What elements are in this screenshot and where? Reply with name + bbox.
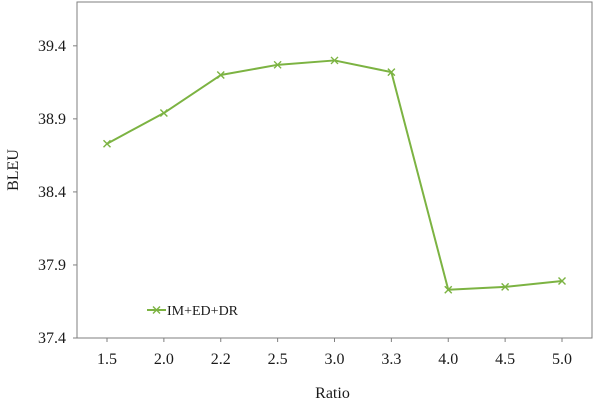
- x-tick-label: 2.5: [268, 351, 288, 368]
- y-tick-label: 39.4: [38, 38, 66, 55]
- data-point-marker: [159, 109, 168, 118]
- legend-label: IM+ED+DR: [167, 304, 239, 319]
- legend: IM+ED+DR: [147, 304, 239, 319]
- x-tick-label: 4.0: [438, 351, 458, 368]
- legend-marker: [152, 306, 161, 314]
- y-tick-label: 37.9: [38, 257, 66, 274]
- plot-area-frame: [76, 1, 593, 339]
- y-tick-label: 38.4: [38, 184, 66, 201]
- y-tick-label: 37.4: [38, 330, 66, 347]
- legend-entry: IM+ED+DR: [147, 304, 239, 319]
- data-point-marker: [558, 277, 566, 286]
- x-axis-ticks: 1.5 2.0 2.2 2.5 3.0 3.3 4.0 4.5 5.0: [97, 338, 572, 368]
- data-point-marker: [103, 139, 111, 148]
- data-point-marker: [387, 68, 396, 77]
- x-tick-label: 4.5: [495, 351, 515, 368]
- x-tick-label: 2.0: [154, 351, 174, 368]
- y-axis-label: BLEU: [5, 149, 22, 191]
- x-tick-label: 3.3: [381, 351, 401, 368]
- x-tick-label: 5.0: [552, 351, 572, 368]
- data-point-marker: [444, 285, 453, 294]
- data-point-marker: [216, 71, 225, 80]
- x-tick-label: 3.0: [325, 351, 345, 368]
- data-point-marker: [330, 56, 339, 65]
- x-tick-label: 2.2: [211, 351, 231, 368]
- y-tick-label: 38.9: [38, 111, 66, 128]
- x-axis-label: Ratio: [315, 385, 350, 402]
- data-point-marker: [501, 282, 510, 291]
- x-tick-label: 1.5: [97, 351, 117, 368]
- y-axis-ticks: 37.4 37.9 38.4 38.9 39.4: [38, 38, 77, 347]
- series-layer: [103, 56, 566, 294]
- data-point-marker: [273, 60, 282, 69]
